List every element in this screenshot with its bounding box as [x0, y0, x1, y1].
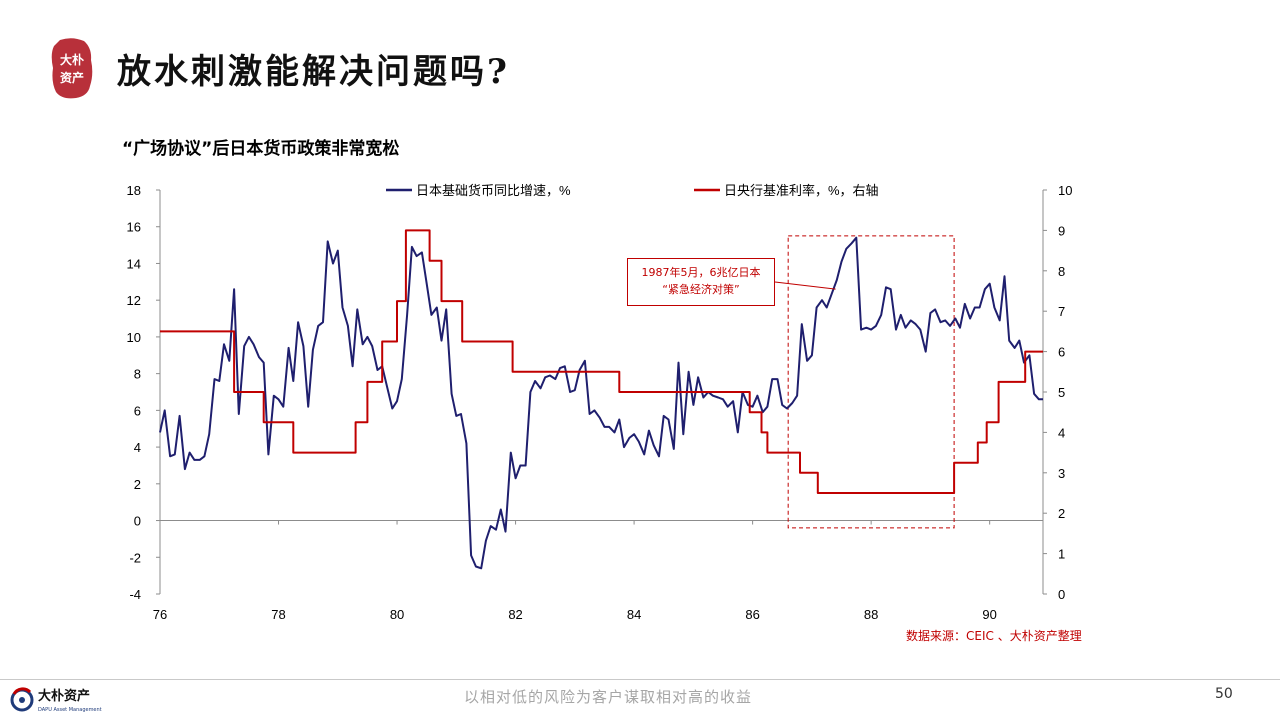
left-tick-label: 0 — [134, 514, 141, 529]
legend-base-money-label: 日本基础货币同比增速，% — [416, 183, 571, 198]
left-tick-label: 8 — [134, 367, 141, 382]
company-seal-logo: 大朴 资产 — [51, 38, 93, 99]
right-tick-label: 4 — [1058, 425, 1065, 440]
right-tick-label: 1 — [1058, 547, 1065, 562]
svg-text:资产: 资产 — [60, 70, 84, 85]
annotation-line-2: “紧急经济对策” — [662, 283, 740, 296]
right-tick-label: 2 — [1058, 506, 1065, 521]
right-tick-label: 3 — [1058, 466, 1065, 481]
page-title: 放水刺激能解决问题吗? — [117, 52, 510, 92]
chart-title: “广场协议”后日本货币政策非常宽松 — [122, 139, 400, 159]
page-number: 50 — [1215, 686, 1233, 702]
right-tick-label: 7 — [1058, 304, 1065, 319]
series-line-policy-rate — [160, 229, 1043, 494]
right-tick-label: 5 — [1058, 385, 1065, 400]
highlight-dashed-box — [787, 235, 955, 529]
legend-policy-rate-label: 日央行基准利率，%，右轴 — [724, 183, 879, 198]
left-tick-label: 10 — [127, 330, 141, 345]
right-tick-label: 10 — [1058, 183, 1072, 198]
left-tick-label: 12 — [127, 293, 141, 308]
left-tick-label: 2 — [134, 477, 141, 492]
x-tick-label: 84 — [627, 607, 641, 622]
left-tick-label: -2 — [129, 550, 141, 565]
x-tick-label: 80 — [390, 607, 404, 622]
left-tick-label: -4 — [129, 587, 141, 602]
x-tick-label: 76 — [153, 607, 167, 622]
left-tick-label: 16 — [127, 220, 141, 235]
svg-text:大朴资产: 大朴资产 — [38, 688, 90, 704]
x-tick-label: 90 — [982, 607, 996, 622]
right-tick-label: 0 — [1058, 587, 1065, 602]
x-tick-label: 78 — [271, 607, 285, 622]
x-tick-label: 86 — [745, 607, 759, 622]
x-tick-label: 88 — [864, 607, 878, 622]
right-tick-label: 9 — [1058, 223, 1065, 238]
left-tick-label: 14 — [127, 256, 141, 271]
chart-annotation: 1987年5月，6兆亿日本 “紧急经济对策” — [627, 258, 775, 306]
footer-divider — [0, 679, 1280, 680]
left-tick-label: 6 — [134, 403, 141, 418]
source-note: 数据来源：CEIC 、大朴资产整理 — [906, 629, 1082, 643]
footer-slogan: 以相对低的风险为客户谋取相对高的收益 — [464, 688, 753, 706]
svg-text:大朴: 大朴 — [60, 52, 84, 67]
series-line-base-money — [159, 236, 1043, 570]
left-tick-label: 18 — [127, 183, 141, 198]
right-tick-label: 6 — [1058, 345, 1065, 360]
annotation-leader-line — [774, 281, 836, 290]
x-tick-label: 82 — [508, 607, 522, 622]
footer-logo: 大朴资产 DAPU Asset Management — [10, 687, 102, 713]
left-tick-label: 4 — [134, 440, 141, 455]
annotation-line-1: 1987年5月，6兆亿日本 — [641, 266, 761, 279]
right-tick-label: 8 — [1058, 264, 1065, 279]
svg-text:DAPU Asset Management: DAPU Asset Management — [38, 707, 102, 713]
